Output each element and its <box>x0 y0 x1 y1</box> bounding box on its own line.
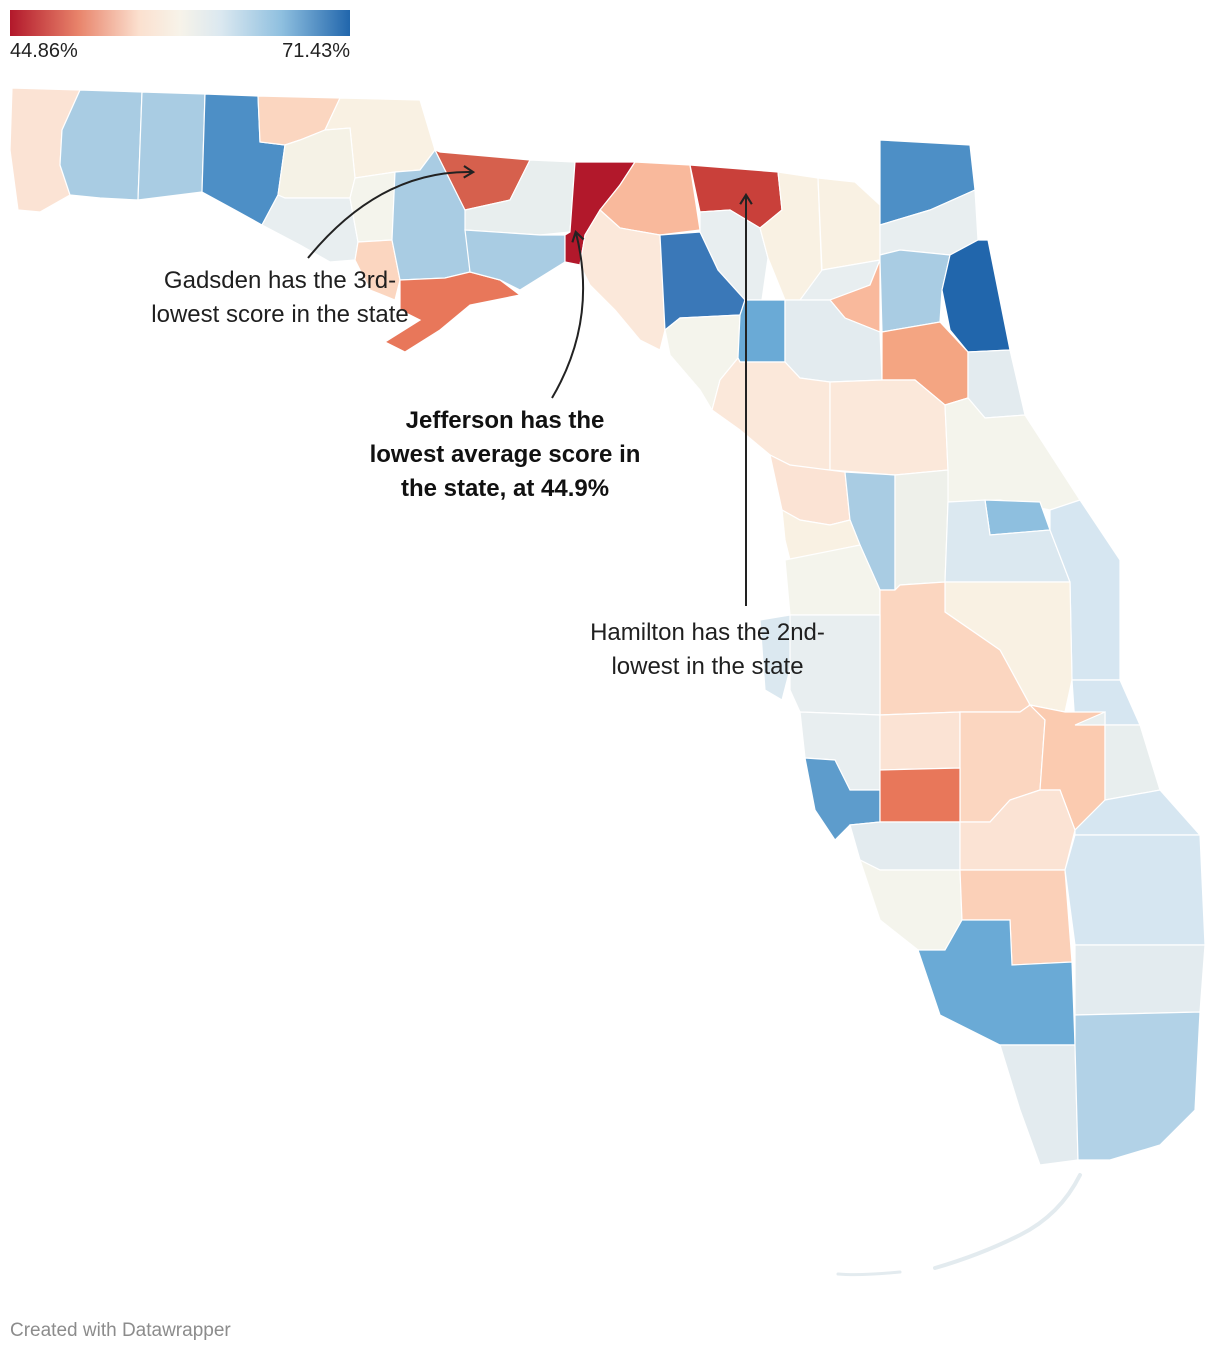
county-franklin[interactable] <box>383 271 522 353</box>
county-collier[interactable] <box>917 919 1076 1046</box>
county-lake[interactable] <box>894 469 949 592</box>
county-santa-rosa[interactable] <box>59 89 143 201</box>
county-clay[interactable] <box>879 249 951 333</box>
hamilton-annotation: Hamilton has the 2nd- lowest in the stat… <box>590 619 825 680</box>
county-calhoun[interactable] <box>349 171 396 243</box>
color-legend: 44.86% 71.43% <box>10 10 350 62</box>
county-wakulla[interactable] <box>464 229 566 291</box>
county-marion[interactable] <box>829 379 949 476</box>
county-okaloosa[interactable] <box>137 91 206 201</box>
county-miami-dade[interactable] <box>1074 1011 1201 1161</box>
jefferson-annotation: Jefferson has the lowest average score i… <box>369 407 641 502</box>
county-baker[interactable] <box>817 177 881 271</box>
county-monroe[interactable] <box>999 1044 1079 1166</box>
county-palm-beach[interactable] <box>1064 834 1206 946</box>
legend-max-label: 71.43% <box>282 40 350 62</box>
county-lee[interactable] <box>858 858 963 951</box>
gadsden-annotation: Gadsden has the 3rd- lowest score in the… <box>151 267 409 328</box>
county-taylor[interactable] <box>579 209 666 351</box>
legend-min-label: 44.86% <box>10 40 78 62</box>
county-hardee[interactable] <box>879 711 961 771</box>
county-st-johns[interactable] <box>941 239 1011 353</box>
county-bay[interactable] <box>261 194 359 263</box>
county-hernando[interactable] <box>781 508 861 561</box>
datawrapper-credit: Created with Datawrapper <box>10 1320 231 1341</box>
gadsden-arrow <box>307 165 476 259</box>
county-pinellas[interactable] <box>759 614 796 701</box>
florida-keys <box>836 1173 1082 1277</box>
legend-gradient-bar <box>10 10 350 36</box>
jefferson-arrow <box>551 229 585 399</box>
county-broward[interactable] <box>1074 944 1206 1016</box>
county-desoto[interactable] <box>879 767 961 823</box>
county-seminole[interactable] <box>984 499 1051 536</box>
